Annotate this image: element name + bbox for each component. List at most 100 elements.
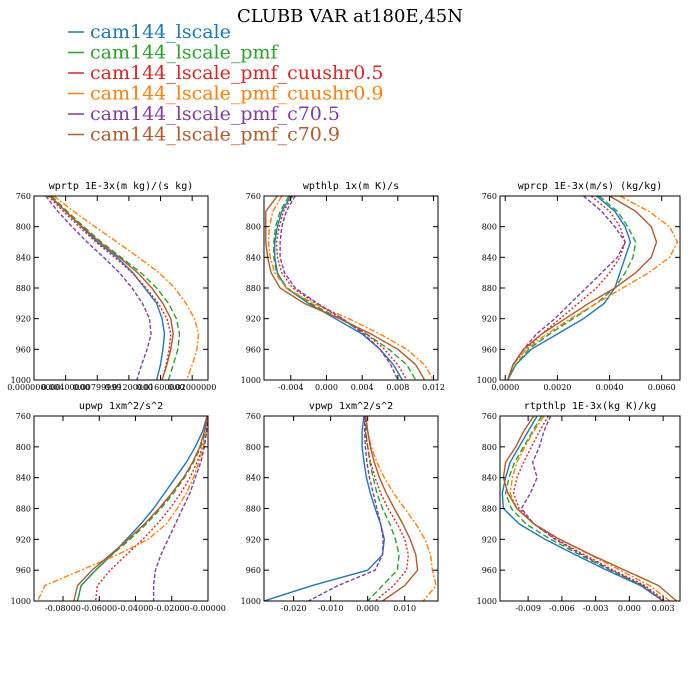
series-group — [507, 196, 679, 380]
series-line-cam144-lscale-pmf-cuushr0-5 — [507, 196, 626, 380]
y-tick-label: 880 — [482, 505, 497, 514]
series-line-cam144-lscale-pmf-c70-9 — [73, 416, 208, 601]
y-tick-label: 1000 — [11, 376, 31, 385]
legend-label-cam144-lscale-pmf-c70-5: cam144_lscale_pmf_c70.5 — [90, 103, 340, 125]
y-tick-label: 800 — [246, 443, 261, 452]
x-tick-label: -0.004 — [278, 383, 304, 392]
y-tick-label: 800 — [482, 223, 497, 232]
series-line-cam144-lscale-pmf — [50, 196, 181, 380]
panel-title: rtpthlp 1E-3x(kg K)/kg — [524, 401, 656, 412]
y-tick-label: 840 — [246, 253, 261, 262]
y-tick-label: 840 — [246, 474, 261, 483]
panel-title: wprtp 1E-3x(m kg)/(s kg) — [49, 181, 194, 192]
y-tick-label: 920 — [246, 315, 261, 324]
x-tick-label: -0.009 — [515, 604, 541, 613]
x-tick-label: 0.02000000 — [168, 383, 216, 392]
y-tick-label: 760 — [482, 412, 497, 421]
y-tick-label: 800 — [16, 223, 31, 232]
x-tick-label: 0.010 — [393, 604, 416, 613]
x-tick-label: 0.008 — [386, 383, 409, 392]
series-line-cam144-lscale-pmf-c70-9 — [49, 196, 174, 380]
y-tick-label: 960 — [16, 345, 31, 354]
plot-frame — [263, 415, 439, 602]
x-tick-label: -0.06000 — [81, 604, 117, 613]
series-line-cam144-lscale-pmf-cuushr0-5 — [94, 416, 208, 601]
panel-title: wprcp 1E-3x(m/s) (kg/kg) — [518, 181, 663, 192]
y-tick-label: 840 — [482, 253, 497, 262]
legend-label-cam144-lscale-pmf-cuushr0-5: cam144_lscale_pmf_cuushr0.5 — [90, 62, 383, 84]
series-line-cam144-lscale-pmf — [507, 196, 637, 380]
x-tick-label: 0.00400000 — [41, 383, 89, 392]
series-line-cam144-lscale-pmf-cuushr0-5 — [512, 416, 666, 601]
y-tick-label: 800 — [246, 223, 261, 232]
series-line-cam144-lscale-pmf-cuushr0-9 — [365, 416, 437, 601]
panels: wprtp 1E-3x(m kg)/(s kg) 760 800 840 880 920 9… — [7, 181, 681, 613]
y-tick-label: 840 — [16, 253, 31, 262]
y-tick-label: 800 — [482, 443, 497, 452]
panel-upwp: upwp 1xm^2/s^2 760 800 840 880 920 960 1000 -0.0… — [11, 401, 226, 613]
y-tick-label: 920 — [482, 315, 497, 324]
x-tick-label: -0.00000 — [190, 604, 226, 613]
y-tick-label: 800 — [16, 443, 31, 452]
y-tick-label: 880 — [482, 284, 497, 293]
legend-label-cam144-lscale: cam144_lscale — [90, 21, 231, 43]
plot-frame — [499, 195, 681, 381]
series-line-cam144-lscale-pmf-cuushr0-9 — [509, 416, 671, 601]
y-tick-label: 1000 — [11, 597, 31, 606]
x-tick-label: -0.010 — [318, 604, 344, 613]
series-group — [265, 196, 435, 380]
x-tick-label: 0.003 — [652, 604, 675, 613]
series-line-cam144-lscale-pmf — [365, 416, 400, 601]
x-tick-label: -0.003 — [583, 604, 609, 613]
panel-title: wpthlp 1x(m K)/s — [303, 181, 399, 192]
x-tick-label: -0.006 — [549, 604, 575, 613]
y-tick-label: 1000 — [241, 376, 261, 385]
series-line-cam144-lscale-pmf-cuushr0-5 — [275, 196, 408, 380]
series-group — [45, 196, 200, 380]
legend-label-cam144-lscale-pmf-c70-9: cam144_lscale_pmf_c70.9 — [90, 124, 340, 146]
series-line-cam144-lscale-pmf-c70-5 — [308, 416, 384, 601]
x-tick-label: 0.004 — [351, 383, 374, 392]
series-group — [264, 416, 437, 601]
y-tick-label: 960 — [16, 566, 31, 575]
y-tick-label: 960 — [246, 345, 261, 354]
panel-wprcp: wprcp 1E-3x(m/s) (kg/kg) 760 800 840 880 920 9… — [477, 181, 681, 392]
series-line-cam144-lscale — [76, 416, 208, 601]
x-tick-label: 0.012 — [422, 383, 445, 392]
y-tick-label: 920 — [16, 535, 31, 544]
legend-label-cam144-lscale-pmf-cuushr0-9: cam144_lscale_pmf_cuushr0.9 — [90, 83, 383, 105]
x-tick-label: 0.000 — [315, 383, 338, 392]
y-tick-label: 1000 — [477, 597, 497, 606]
y-tick-label: 760 — [246, 192, 261, 201]
y-tick-label: 760 — [16, 412, 31, 421]
series-line-cam144-lscale-pmf-cuushr0-9 — [267, 196, 435, 380]
x-tick-label: 0.00799999 — [73, 383, 121, 392]
series-group — [36, 416, 208, 601]
x-tick-label: 0.0060 — [648, 383, 676, 392]
y-tick-label: 880 — [246, 505, 261, 514]
series-line-cam144-lscale-pmf-cuushr0-5 — [364, 416, 410, 601]
x-tick-label: -0.04000 — [118, 604, 154, 613]
y-tick-label: 1000 — [241, 597, 261, 606]
y-tick-label: 880 — [246, 284, 261, 293]
series-group — [501, 416, 678, 601]
x-tick-label: -0.02000 — [154, 604, 190, 613]
series-line-cam144-lscale-pmf-c70-5 — [45, 196, 152, 380]
panel-title: vpwp 1xm^2/s^2 — [309, 401, 393, 412]
series-line-cam144-lscale-pmf-c70-9 — [365, 416, 419, 601]
series-line-cam144-lscale-pmf-c70-9 — [507, 196, 658, 380]
series-line-cam144-lscale-pmf-c70-9 — [265, 196, 426, 380]
x-tick-label: 0.000 — [618, 604, 641, 613]
x-tick-label: 0.01600000 — [136, 383, 184, 392]
y-tick-label: 1000 — [477, 376, 497, 385]
x-tick-label: 0.000000000 — [7, 383, 60, 392]
y-tick-label: 960 — [482, 345, 497, 354]
series-line-cam144-lscale-pmf-c70-5 — [279, 196, 399, 380]
series-line-cam144-lscale-pmf-cuushr0-9 — [36, 416, 208, 601]
legend: cam144_lscalecam144_lscale_pmfcam144_lsc… — [68, 21, 383, 146]
panel-wprtp: wprtp 1E-3x(m kg)/(s kg) 760 800 840 880 920 9… — [7, 181, 216, 392]
series-line-cam144-lscale-pmf — [273, 196, 417, 380]
series-line-cam144-lscale-pmf — [76, 416, 208, 601]
y-tick-label: 960 — [482, 566, 497, 575]
